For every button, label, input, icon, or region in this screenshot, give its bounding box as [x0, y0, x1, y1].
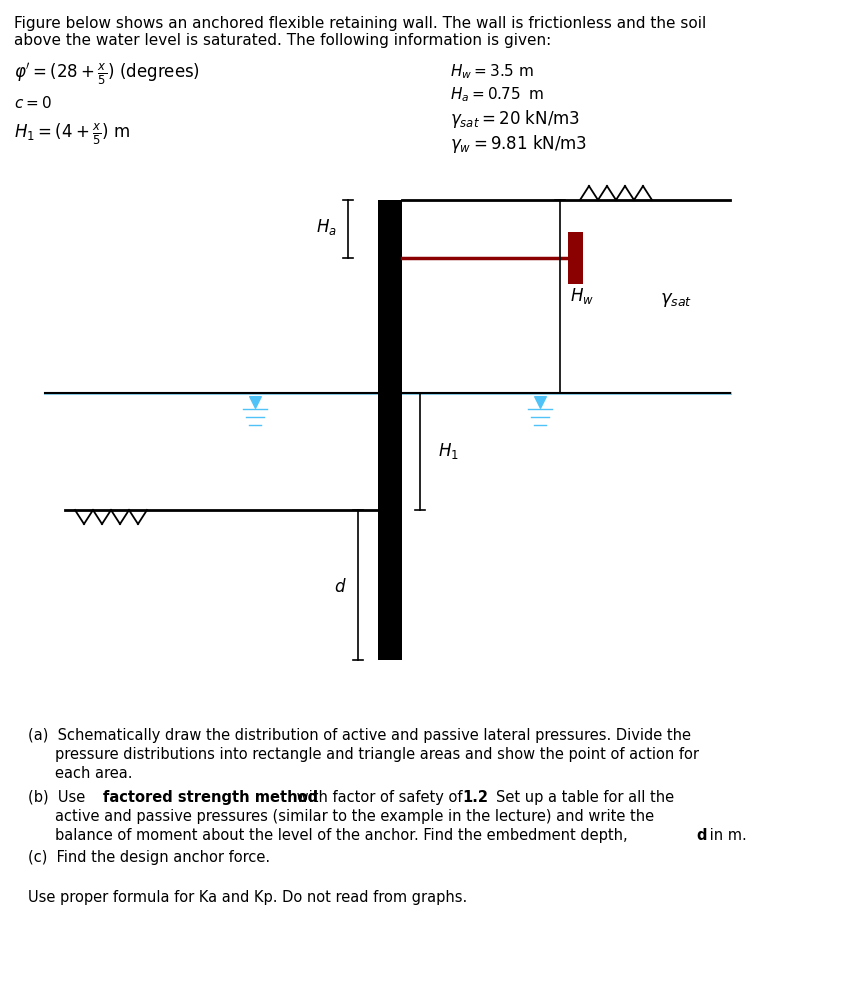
Text: above the water level is saturated. The following information is given:: above the water level is saturated. The … [14, 33, 551, 48]
Bar [378, 200, 402, 660]
Text: $H_a = 0.75\;$ m: $H_a = 0.75\;$ m [450, 85, 544, 104]
Text: pressure distributions into rectangle and triangle areas and show the point of a: pressure distributions into rectangle an… [55, 747, 699, 762]
Point [248, 394, 262, 410]
Text: $\gamma_w = 9.81$ kN/m3: $\gamma_w = 9.81$ kN/m3 [450, 133, 587, 155]
Text: d: d [696, 828, 707, 843]
Text: with factor of safety of: with factor of safety of [292, 790, 467, 805]
Text: .  Set up a table for all the: . Set up a table for all the [482, 790, 674, 805]
Text: 1.2: 1.2 [462, 790, 488, 805]
Text: (a)  Schematically draw the distribution of active and passive lateral pressures: (a) Schematically draw the distribution … [28, 728, 691, 743]
Text: factored strength method: factored strength method [103, 790, 319, 805]
Text: active and passive pressures (similar to the example in the lecture) and write t: active and passive pressures (similar to… [55, 809, 654, 824]
Text: balance of moment about the level of the anchor. Find the embedment depth,: balance of moment about the level of the… [55, 828, 632, 843]
Text: $\gamma_{sat} = 20$ kN/m3: $\gamma_{sat} = 20$ kN/m3 [450, 108, 580, 130]
Point [533, 394, 547, 410]
Text: $c = 0$: $c = 0$ [14, 95, 52, 111]
Text: $H_w= 3.5$ m: $H_w= 3.5$ m [450, 62, 534, 81]
Text: (b)  Use: (b) Use [28, 790, 90, 805]
Text: $\varphi' = (28 + \frac{x}{5})$ (degrees): $\varphi' = (28 + \frac{x}{5})$ (degrees… [14, 62, 200, 88]
Text: $H_1= (4 + \frac{x}{5})$ m: $H_1= (4 + \frac{x}{5})$ m [14, 122, 130, 147]
Text: $H_w$: $H_w$ [570, 286, 594, 306]
Text: $d$: $d$ [333, 578, 346, 596]
Text: $H_a$: $H_a$ [316, 217, 337, 237]
Text: Use proper formula for Ka and Kp. Do not read from graphs.: Use proper formula for Ka and Kp. Do not… [28, 890, 467, 905]
Text: (c)  Find the design anchor force.: (c) Find the design anchor force. [28, 850, 270, 865]
Bar [568, 232, 583, 284]
Text: Figure below shows an anchored flexible retaining wall. The wall is frictionless: Figure below shows an anchored flexible … [14, 16, 707, 31]
Text: $\gamma_{sat}$: $\gamma_{sat}$ [660, 291, 693, 309]
Text: in m.: in m. [705, 828, 746, 843]
Text: each area.: each area. [55, 766, 133, 781]
Text: $H_1$: $H_1$ [437, 442, 458, 461]
